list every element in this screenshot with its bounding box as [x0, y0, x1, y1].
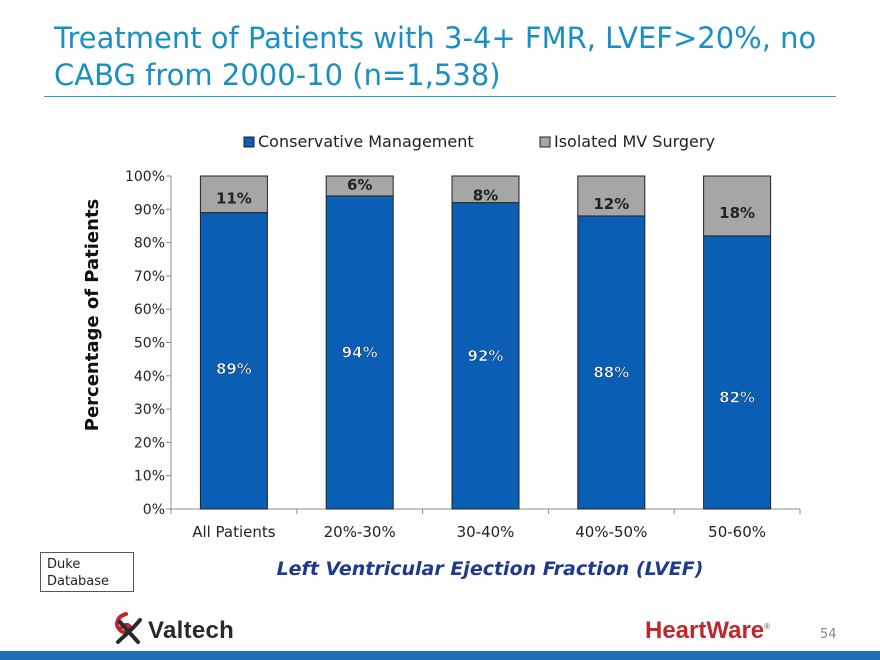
bar-segment-surgery: [325, 175, 394, 197]
valtech-logo-icon: [115, 612, 142, 644]
legend-label-surgery: Isolated MV Surgery: [554, 132, 715, 151]
registered-mark: ®: [764, 622, 771, 631]
y-tick-label: 0%: [143, 502, 165, 518]
data-label-surgery: 11%: [216, 189, 252, 207]
data-label-conservative: 94%: [342, 343, 378, 361]
source-note-box: Duke Database: [40, 552, 134, 592]
bar-segment-surgery: [199, 175, 268, 214]
legend-swatch-surgery: [539, 136, 551, 148]
data-label-surgery: 8%: [473, 186, 498, 204]
y-tick-label: 60%: [134, 302, 165, 318]
bar-segment-conservative: [577, 215, 646, 510]
legend-swatch-conservative: [243, 136, 255, 148]
x-axis-title: Left Ventricular Ejection Fraction (LVEF…: [277, 558, 704, 580]
data-label-conservative: 88%: [593, 363, 629, 381]
heartware-logo-text: HeartWare: [645, 617, 765, 644]
y-tick-label: 100%: [125, 169, 165, 185]
data-label-conservative: 82%: [719, 388, 755, 406]
stacked-bar-chart: 0% 10% 20% 30% 40% 50% 60% 70% 80% 90% 100% 89% 11% A…: [82, 132, 801, 580]
bar-segment-conservative: [451, 202, 520, 510]
slide-title: Treatment of Patients with 3-4+ FMR, LVE…: [54, 21, 817, 92]
y-tick-label: 50%: [134, 336, 165, 352]
x-category-label: 50-60%: [708, 523, 766, 541]
bar-segment-conservative: [199, 212, 268, 510]
y-tick-label: 30%: [134, 402, 165, 418]
bar-segment-surgery: [451, 175, 520, 204]
title-divider: [44, 96, 836, 97]
x-category-label: 40%-50%: [575, 523, 647, 541]
bottom-accent-bar: [0, 651, 880, 660]
data-label-conservative: 92%: [468, 347, 504, 365]
data-label-surgery: 6%: [347, 176, 372, 194]
y-tick-label: 90%: [134, 202, 165, 218]
x-category-label: All Patients: [192, 523, 276, 541]
data-label-surgery: 18%: [719, 204, 755, 222]
x-category-label: 20%-30%: [324, 523, 396, 541]
y-tick-label: 10%: [134, 469, 165, 485]
x-category-label: 30-40%: [457, 523, 515, 541]
y-tick-label: 70%: [134, 269, 165, 285]
bar-segment-surgery: [703, 175, 772, 237]
legend-label-conservative: Conservative Management: [258, 132, 474, 151]
data-label-surgery: 12%: [593, 195, 629, 213]
y-tick-label: 20%: [134, 435, 165, 451]
source-note-line: Database: [47, 574, 110, 589]
page-number: 54: [820, 627, 837, 642]
data-label-conservative: 89%: [216, 360, 252, 378]
y-tick-label: 40%: [134, 369, 165, 385]
source-note-line: Duke: [47, 557, 81, 572]
bar-segment-conservative: [703, 235, 772, 510]
bar-segment-surgery: [577, 175, 646, 217]
y-tick-label: 80%: [134, 236, 165, 252]
y-axis-title: Percentage of Patients: [82, 199, 103, 432]
valtech-logo-text: Valtech: [148, 617, 235, 644]
heartware-logo: HeartWare®: [645, 617, 770, 645]
